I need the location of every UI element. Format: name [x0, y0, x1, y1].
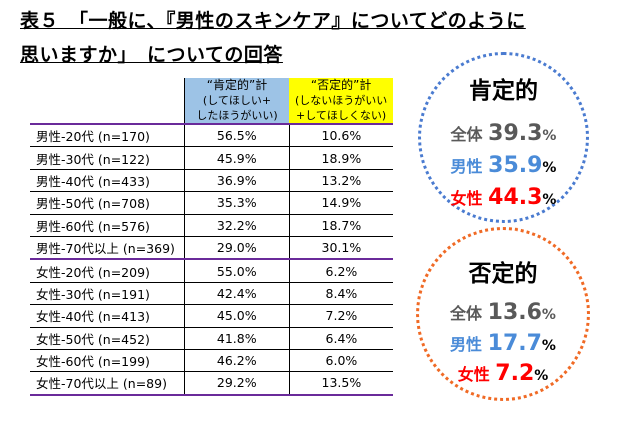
positive-male-value: 35.9 — [488, 153, 543, 178]
row-label: 男性-30代 (n=122) — [30, 146, 185, 170]
row-label: 男性-50代 (n=708) — [30, 191, 185, 215]
negative-value: 10.6% — [288, 123, 394, 148]
table-row: 男性-50代 (n=708) 35.3% 14.9% — [30, 191, 394, 215]
negative-total-line: 全体 13.6% — [419, 300, 587, 325]
negative-male-line: 男性 17.7% — [419, 331, 587, 356]
positive-value: 41.8% — [184, 327, 289, 350]
negative-female-value: 7.2 — [495, 361, 535, 386]
table-row: 女性-40代 (n=413) 45.0% 7.2% — [30, 304, 394, 328]
table-row: 女性-30代 (n=191) 42.4% 8.4% — [30, 282, 394, 306]
positive-value: 55.0% — [184, 258, 289, 283]
positive-male-label: 男性 — [450, 157, 483, 176]
negative-female-label: 女性 — [457, 365, 490, 384]
row-label: 女性-20代 (n=209) — [30, 258, 185, 283]
row-label: 女性-60代 (n=199) — [30, 349, 185, 373]
positive-total-value: 39.3 — [488, 121, 543, 146]
row-label: 女性-30代 (n=191) — [30, 282, 185, 306]
positive-value: 46.2% — [184, 349, 289, 373]
table-row: 男性-70代以上 (n=369) 29.0% 30.1% — [30, 236, 394, 260]
negative-summary-circle: 否定的 全体 13.6% 男性 17.7% 女性 7.2% — [416, 227, 590, 401]
negative-value: 18.7% — [288, 214, 394, 237]
positive-value: 36.9% — [184, 169, 289, 193]
negative-total-unit: % — [541, 307, 556, 323]
positive-female-label: 女性 — [450, 189, 483, 208]
table-row: 女性-60代 (n=199) 46.2% 6.0% — [30, 349, 394, 373]
positive-value: 32.2% — [184, 214, 289, 237]
positive-value: 45.0% — [184, 304, 289, 328]
negative-total-value: 13.6 — [487, 300, 542, 325]
positive-female-value: 44.3 — [488, 185, 543, 210]
negative-value: 13.2% — [288, 169, 394, 193]
row-label: 男性-40代 (n=433) — [30, 169, 185, 193]
negative-value: 6.0% — [288, 349, 394, 373]
table-title-line2: 思いますか」 についての回答 — [20, 44, 283, 66]
negative-value: 30.1% — [288, 236, 394, 260]
positive-value: 45.9% — [184, 146, 289, 170]
results-table: “肯定的”計 (してほしい+ したほうがいい) “否定的”計 (しないほうがいい… — [30, 78, 394, 396]
header-negative-main: “否定的”計 — [310, 78, 372, 92]
header-negative: “否定的”計 (しないほうがいい +してほしくない) — [289, 78, 394, 124]
row-label: 女性-40代 (n=413) — [30, 304, 185, 328]
negative-value: 14.9% — [288, 191, 394, 215]
negative-total-label: 全体 — [450, 304, 483, 323]
negative-female-unit: % — [534, 368, 549, 384]
header-positive-sub1: (してほしい+ — [202, 94, 272, 107]
row-label: 男性-20代 (n=170) — [30, 123, 185, 148]
positive-total-line: 全体 39.3% — [421, 121, 586, 146]
positive-value: 56.5% — [184, 123, 289, 148]
negative-male-unit: % — [541, 338, 556, 354]
table-row: 女性-20代 (n=209) 55.0% 6.2% — [30, 258, 394, 283]
positive-total-unit: % — [542, 128, 557, 144]
positive-total-label: 全体 — [450, 125, 483, 144]
table-row: 男性-40代 (n=433) 36.9% 13.2% — [30, 169, 394, 193]
header-empty-cell — [30, 78, 185, 124]
table-title-line1: 表５ 「一般に、『男性のスキンケア』についてどのように — [20, 10, 526, 32]
header-positive-sub2: したほうがいい) — [196, 109, 278, 122]
positive-value: 35.3% — [184, 191, 289, 215]
positive-male-line: 男性 35.9% — [421, 153, 586, 178]
negative-value: 7.2% — [288, 304, 394, 328]
negative-value: 6.2% — [288, 258, 394, 283]
negative-female-line: 女性 7.2% — [419, 361, 587, 386]
table-row: 男性-30代 (n=122) 45.9% 18.9% — [30, 146, 394, 170]
table-header-row: “肯定的”計 (してほしい+ したほうがいい) “否定的”計 (しないほうがいい… — [30, 78, 394, 124]
table-body: 男性-20代 (n=170) 56.5% 10.6% 男性-30代 (n=122) 45… — [30, 123, 394, 396]
negative-value: 6.4% — [288, 327, 394, 350]
positive-value: 29.0% — [184, 236, 289, 260]
positive-female-unit: % — [542, 192, 557, 208]
row-label: 女性-70代以上 (n=89) — [30, 371, 185, 396]
header-negative-sub2: +してほしくない) — [296, 109, 387, 122]
header-positive-main: “肯定的”計 — [206, 78, 268, 92]
table-row: 女性-50代 (n=452) 41.8% 6.4% — [30, 327, 394, 350]
positive-summary-circle: 肯定的 全体 39.3% 男性 35.9% 女性 44.3% — [418, 52, 589, 223]
negative-male-value: 17.7 — [487, 331, 542, 356]
table-row: 女性-70代以上 (n=89) 29.2% 13.5% — [30, 371, 394, 396]
table-row: 男性-60代 (n=576) 32.2% 18.7% — [30, 214, 394, 237]
positive-female-line: 女性 44.3% — [421, 185, 586, 210]
table-row: 男性-20代 (n=170) 56.5% 10.6% — [30, 123, 394, 148]
positive-value: 29.2% — [184, 371, 289, 396]
row-label: 女性-50代 (n=452) — [30, 327, 185, 350]
positive-male-unit: % — [542, 160, 557, 176]
positive-summary-title: 肯定的 — [469, 78, 538, 104]
negative-value: 18.9% — [288, 146, 394, 170]
negative-value: 13.5% — [288, 371, 394, 396]
negative-male-label: 男性 — [450, 335, 483, 354]
header-positive: “肯定的”計 (してほしい+ したほうがいい) — [184, 78, 289, 124]
row-label: 男性-70代以上 (n=369) — [30, 236, 185, 260]
row-label: 男性-60代 (n=576) — [30, 214, 185, 237]
positive-value: 42.4% — [184, 282, 289, 306]
negative-value: 8.4% — [288, 282, 394, 306]
header-negative-sub1: (しないほうがいい — [295, 94, 388, 107]
negative-summary-title: 否定的 — [468, 261, 538, 287]
